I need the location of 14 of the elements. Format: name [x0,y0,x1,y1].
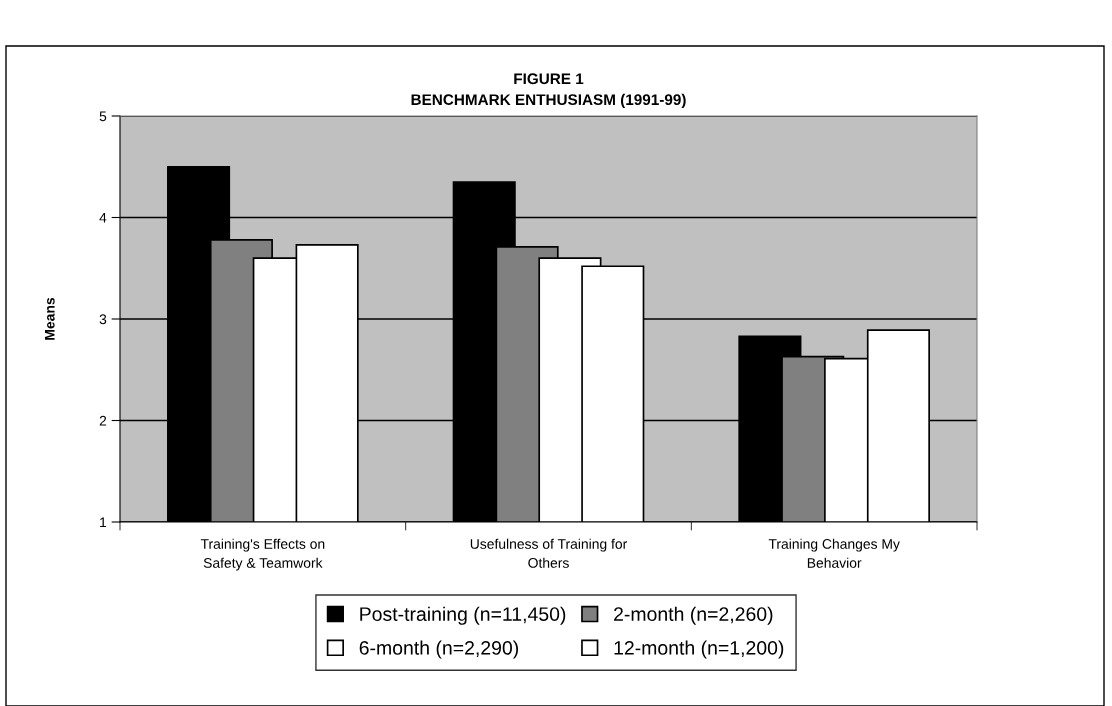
x-tick-label: Training's Effects on Safety & Teamwork [200,538,325,571]
y-tick-label: 4 [99,212,107,223]
x-tick-label: Usefulness of Training for Others [470,538,628,568]
y-tick-label: 3 [99,314,107,325]
chart-title: FIGURE 1 BENCHMARK ENTHUSIASM (1991-99) [411,73,686,109]
x-tick-label: Training Changes My Behavior [768,538,900,568]
legend-label: 2-month (n=2,260) [614,606,773,625]
y-axis-title: Means [44,297,55,340]
y-tick-label: 1 [100,517,107,528]
y-tick-label: 2 [99,415,107,426]
y-tick-label: 5 [99,111,107,122]
legend-label: 12-month (n=1,200) [614,640,784,659]
legend-label: Post-training (n=11,450) [360,606,566,625]
legend-label: 6-month (n=2,290) [359,640,519,659]
